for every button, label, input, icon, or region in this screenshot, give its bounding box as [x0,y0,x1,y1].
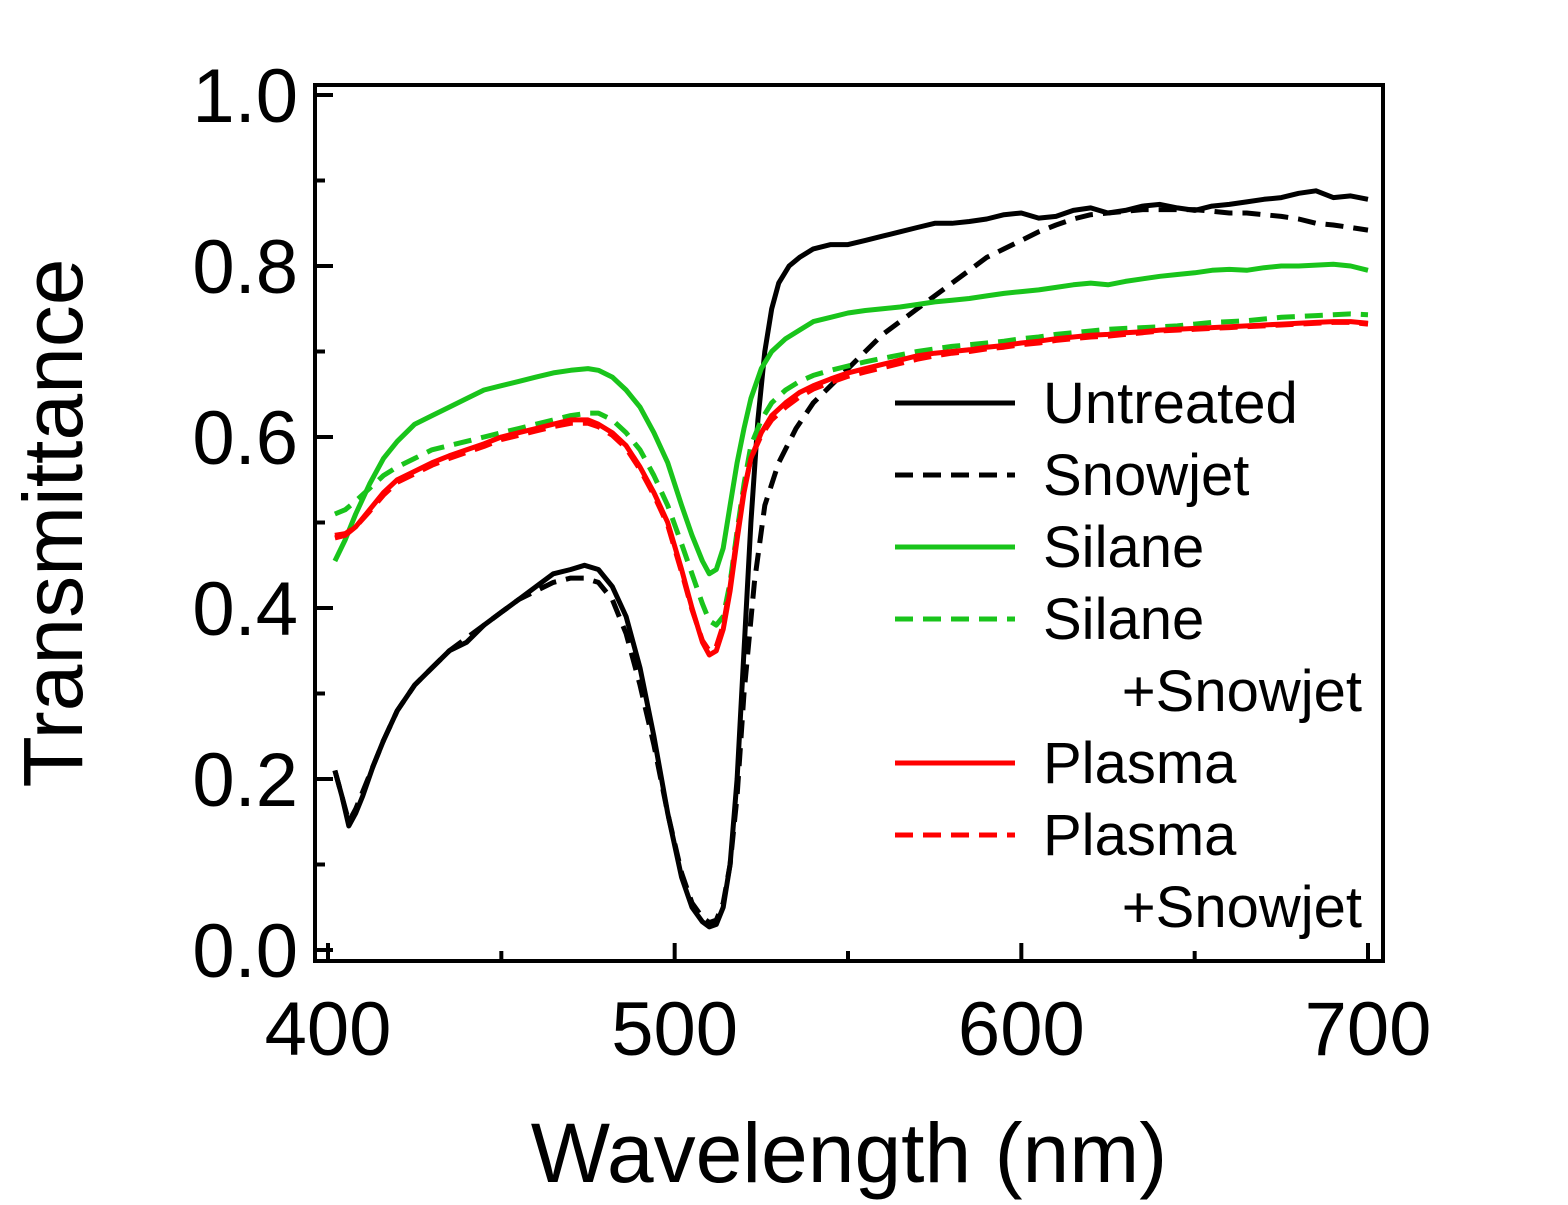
series-line-2 [332,207,1369,926]
y-tick-label: 0.0 [192,909,298,994]
legend-label-3: Silane [1043,515,1204,580]
legend-label-4: Silane [1043,587,1204,652]
x-tick-label: 600 [958,987,1085,1072]
x-axis-label: Wavelength (nm) [531,1106,1167,1200]
y-axis-label: Transmittance [6,258,100,787]
series-line-1 [332,188,1369,930]
y-tick-label: 0.8 [192,225,298,310]
x-tick-label: 700 [1305,987,1432,1072]
y-tick-label: 0.2 [192,738,298,823]
series-line-3 [332,261,1369,577]
x-tick-label: 500 [611,987,738,1072]
series-line-6 [334,319,1369,654]
legend-label-4: +Snowjet [1122,659,1362,724]
y-tick-label: 1.0 [192,54,298,139]
axis-ticks [315,93,1370,961]
x-tick-label: 400 [265,987,392,1072]
y-tick-label: 0.6 [192,396,298,481]
legend: Untreated Snowjet Silane Silane +Snowjet Plas… [895,371,1362,940]
y-tick-labels: 0.0 0.2 0.4 0.6 0.8 1.0 [192,54,298,994]
x-tick-labels: 400 500 600 700 [265,987,1432,1072]
y-tick-label: 0.4 [192,567,298,652]
series-line-4 [333,311,1369,628]
plot-lines [332,188,1369,930]
legend-label-6: +Snowjet [1122,875,1362,940]
legend-label-6: Plasma [1043,803,1237,868]
legend-label-5: Plasma [1043,731,1237,796]
legend-label-1: Untreated [1043,371,1298,436]
legend-label-2: Snowjet [1043,443,1249,508]
